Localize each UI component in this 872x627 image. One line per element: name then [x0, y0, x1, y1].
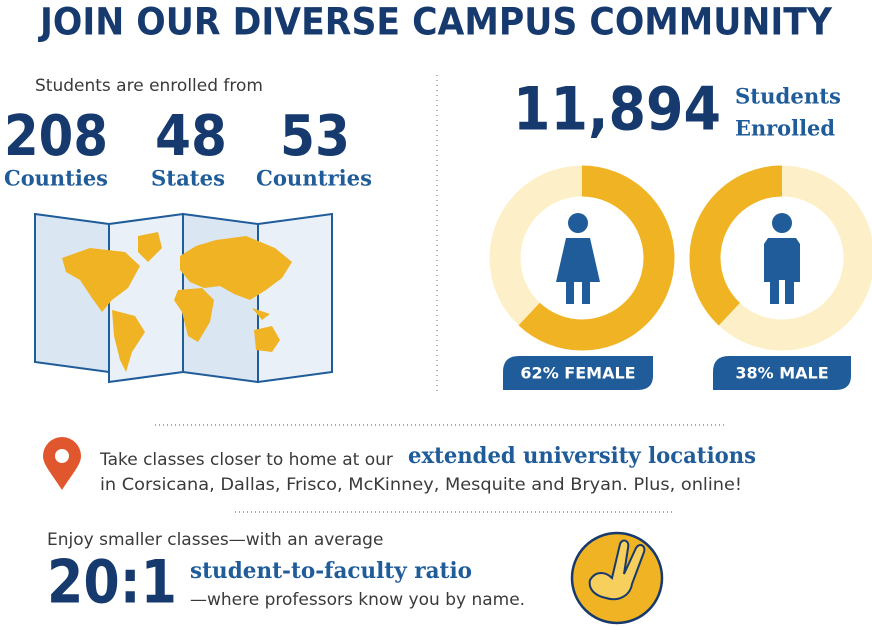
- ratio-number: 20:1: [47, 548, 177, 618]
- male-icon: [764, 213, 800, 304]
- donut-arc: [489, 165, 675, 351]
- title: JOIN OUR DIVERSE CAMPUS COMMUNITY: [37, 1, 833, 44]
- stat-label: Countries: [256, 166, 372, 191]
- female-icon: [556, 213, 600, 304]
- stat-label: Counties: [4, 166, 108, 191]
- stat-number: 208: [4, 104, 108, 169]
- hand-sign-icon: [570, 531, 664, 625]
- donut-label: 38% MALE: [735, 364, 828, 383]
- label-pill: [713, 356, 851, 390]
- ratio-detail: —where professors know you by name.: [190, 590, 525, 610]
- donut-label: 62% FEMALE: [520, 364, 635, 383]
- locations-detail: in Corsicana, Dallas, Frisco, McKinney, …: [100, 475, 742, 495]
- enrollment-number: 11,894: [513, 75, 721, 145]
- stat-number: 48: [155, 104, 227, 169]
- gender-donuts: 62% FEMALE 38% MALE: [489, 165, 872, 390]
- stat-number: 53: [280, 104, 350, 169]
- locations-lead: Take classes closer to home at our: [99, 450, 393, 470]
- locations-highlight: extended university locations: [408, 443, 756, 469]
- stat-label: States: [151, 166, 225, 191]
- world-map: [34, 212, 333, 384]
- enrollment-label: Enrolled: [735, 116, 835, 141]
- intro: Students are enrolled from: [35, 76, 263, 96]
- location-pin: [43, 437, 81, 490]
- ratio-highlight: student-to-faculty ratio: [190, 558, 472, 584]
- label-pill: [503, 356, 653, 390]
- donut-arc: [689, 165, 872, 351]
- ratio-lead: Enjoy smaller classes—with an average: [47, 530, 383, 550]
- enrollment-label: Students: [735, 84, 841, 109]
